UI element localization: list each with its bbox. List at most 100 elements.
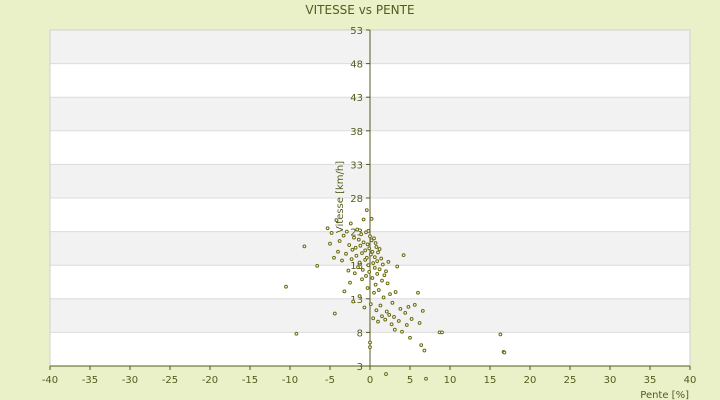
scatter-point xyxy=(365,242,370,247)
scatter-point xyxy=(417,321,422,325)
scatter-point xyxy=(387,313,392,317)
x-tick-label: 35 xyxy=(644,375,657,386)
scatter-point xyxy=(396,319,401,323)
scatter-point xyxy=(372,255,377,260)
scatter-point xyxy=(398,306,403,311)
scatter-point xyxy=(420,308,425,313)
scatter-point xyxy=(352,235,356,240)
scatter-point xyxy=(342,289,347,294)
scatter-point xyxy=(369,238,374,243)
y-tick-label: 23 xyxy=(350,228,363,239)
x-tick-label: -30 xyxy=(122,375,138,386)
scatter-point xyxy=(356,265,360,270)
scatter-point xyxy=(416,290,420,295)
scatter-point xyxy=(360,251,364,256)
scatter-point xyxy=(371,316,376,321)
x-tick-label: -15 xyxy=(242,375,258,386)
x-tick-label: -5 xyxy=(325,375,335,386)
scatter-point xyxy=(340,258,344,263)
y-tick-label: 38 xyxy=(350,127,363,138)
scatter-point xyxy=(375,272,380,276)
scatter-point xyxy=(373,282,378,287)
scatter-point xyxy=(373,241,378,245)
y-tick-label: 43 xyxy=(350,93,363,104)
scatter-point xyxy=(356,237,361,242)
scatter-point xyxy=(403,311,408,315)
scatter-point xyxy=(383,317,388,322)
scatter-point xyxy=(349,257,354,262)
scatter-point xyxy=(370,249,375,254)
y-tick-label: 3 xyxy=(357,362,363,373)
scatter-point xyxy=(334,218,339,223)
scatter-point xyxy=(380,278,384,283)
scatter-point xyxy=(406,304,411,309)
x-tick-label: 25 xyxy=(564,375,577,386)
scatter-point xyxy=(374,308,379,313)
x-tick-label: -40 xyxy=(42,375,58,386)
scatter-point xyxy=(358,243,363,248)
scatter-point xyxy=(386,259,391,264)
scatter-point xyxy=(368,252,373,257)
scatter-point xyxy=(377,247,382,251)
scatter-point xyxy=(348,280,352,285)
y-tick-label: 33 xyxy=(350,160,363,171)
scatter-point xyxy=(372,290,376,295)
x-tick-label: 0 xyxy=(367,375,373,386)
x-tick-label: -25 xyxy=(162,375,178,386)
scatter-point xyxy=(377,267,382,272)
scatter-point xyxy=(498,332,503,337)
scatter-point xyxy=(422,348,427,353)
plot-area: -40 -35 -30 -25 -20 -15 -10 -5 0 5 10 15 20 25 30 35 40 3… xyxy=(42,26,697,386)
scatter-point xyxy=(364,255,369,260)
scatter-point xyxy=(294,331,299,336)
y-tick-label: 48 xyxy=(350,60,363,71)
scatter-point xyxy=(366,263,371,268)
scatter-point xyxy=(361,240,366,245)
scatter-point xyxy=(380,314,384,319)
x-tick-label: -10 xyxy=(282,375,298,386)
scatter-point xyxy=(424,376,428,381)
scatter-point xyxy=(366,229,371,233)
scatter-point xyxy=(354,253,359,258)
scatter-point xyxy=(332,311,337,316)
scatter-point xyxy=(364,208,369,212)
scatter-point xyxy=(337,239,342,243)
scatter-point xyxy=(390,300,395,305)
scatter-point xyxy=(502,350,507,355)
scatter-point xyxy=(372,236,376,241)
scatter-point xyxy=(350,247,355,252)
scatter-point xyxy=(348,221,353,226)
scatter-point xyxy=(328,241,332,246)
scatter-point xyxy=(344,251,348,256)
scatter-point xyxy=(368,345,372,350)
scatter-point xyxy=(364,274,368,278)
scatter-point xyxy=(346,268,351,273)
scatter-point xyxy=(382,273,387,278)
scatter-point xyxy=(329,231,334,235)
y-tick-label: 28 xyxy=(350,194,363,205)
scatter-point xyxy=(371,261,376,266)
scatter-point xyxy=(380,262,385,267)
scatter-point xyxy=(325,226,330,231)
scatter-point xyxy=(409,317,414,321)
scatter-point xyxy=(401,253,406,258)
scatter-point xyxy=(385,281,390,286)
y-tick-label: 8 xyxy=(357,328,363,339)
scatter-point xyxy=(344,229,349,234)
scatter-point xyxy=(370,276,375,280)
scatter-point xyxy=(378,303,383,308)
scatter-point xyxy=(352,271,357,276)
scatter-point xyxy=(284,284,288,289)
scatter-point xyxy=(367,270,372,274)
x-tick-label: 30 xyxy=(604,375,617,386)
scatter-point xyxy=(400,329,404,334)
scatter-point xyxy=(372,265,377,270)
scatter-point xyxy=(315,263,320,268)
y-tick-label: 53 xyxy=(350,26,363,37)
scatter-point xyxy=(375,259,380,264)
scatter-point xyxy=(392,315,396,319)
scatter-point xyxy=(361,217,366,222)
scatter-point xyxy=(368,340,372,345)
scatter-point xyxy=(353,245,358,250)
